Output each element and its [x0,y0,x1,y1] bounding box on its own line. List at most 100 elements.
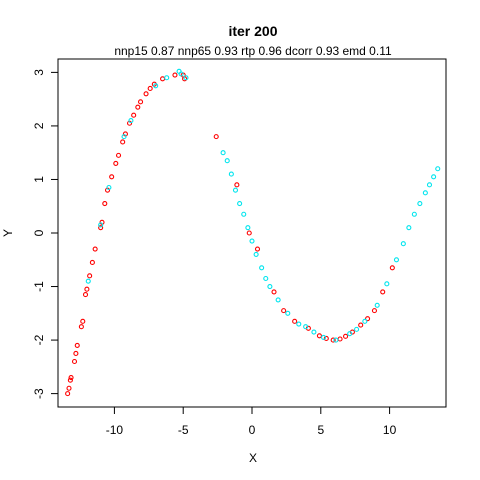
data-point [333,337,339,343]
x-axis: -10 -5 0 5 10 [106,406,397,437]
data-point [320,334,327,340]
data-point [246,230,252,236]
data-point [431,174,437,180]
data-point [172,72,178,78]
data-point [73,350,79,357]
data-point [98,225,104,231]
y-tick-label: -1 [32,281,46,292]
data-point [237,201,243,207]
data-point [253,251,259,257]
data-point [354,326,360,332]
data-point [271,289,277,295]
data-point [389,265,395,271]
data-point [143,91,149,97]
data-point [362,318,368,324]
data-point [292,318,298,324]
data-point [115,152,122,158]
data-point [337,336,343,342]
data-point [183,75,189,81]
data-point [411,211,417,217]
data-points [65,68,441,397]
data-point [249,238,255,244]
data-point [259,265,265,271]
data-point [178,71,184,77]
data-point [347,331,353,337]
data-point [374,302,380,308]
data-point [85,278,91,284]
data-point [371,308,378,314]
data-point [380,289,386,295]
data-point [121,134,127,140]
y-tick-label: -3 [32,388,46,399]
data-point [263,275,269,282]
data-point [109,174,115,180]
data-point [316,333,322,339]
data-point [66,385,72,391]
data-point [147,85,153,91]
x-tick-label: -5 [178,423,189,437]
data-point [74,342,80,348]
data-point [71,358,78,365]
data-point [224,158,230,164]
data-point [68,375,74,381]
x-tick-label: -10 [106,423,124,437]
y-tick-label: -2 [32,334,46,345]
data-point [113,160,119,166]
data-point [417,201,423,207]
data-point [285,310,291,316]
data-point [153,83,159,89]
data-point [358,322,364,328]
data-point [241,211,247,217]
data-point [67,377,73,383]
data-point [213,134,219,140]
data-point [92,246,98,252]
data-point [164,75,170,81]
y-tick-label: 1 [32,176,46,183]
data-point [384,281,390,287]
data-point [234,182,240,188]
data-point [267,283,273,290]
x-axis-label: X [249,451,257,465]
chart-subtitle: nnp15 0.87 nnp65 0.93 rtp 0.96 dcorr 0.9… [114,44,392,58]
data-point [245,225,251,231]
plot-frame [57,58,447,408]
data-point [82,292,89,298]
y-tick-label: 0 [32,229,46,236]
data-point [365,316,371,322]
y-tick-label: 3 [32,69,46,76]
data-point [426,182,433,188]
data-point [87,273,93,279]
data-point [84,286,90,292]
y-axis-label: Y [1,229,15,237]
data-point [275,297,281,303]
data-point [135,104,141,110]
data-point [343,333,349,339]
data-point [102,201,108,207]
data-point [228,171,234,177]
data-point [311,329,317,335]
chart-title: iter 200 [228,23,277,39]
data-point [303,324,309,330]
x-tick-label: 5 [317,423,324,437]
data-point [120,139,126,145]
data-point [393,257,400,263]
data-point [330,337,336,343]
x-tick-label: 0 [249,423,256,437]
data-point [89,259,95,265]
data-point [65,391,71,397]
data-point [80,318,86,324]
data-point [128,118,134,124]
data-point [131,112,137,118]
data-point [400,241,406,247]
data-point [296,321,302,327]
data-point [138,99,144,105]
data-point [220,150,226,156]
data-point [281,308,287,314]
y-tick-label: 2 [32,122,46,129]
data-point [435,166,441,172]
data-point [254,246,261,252]
data-point [160,76,166,82]
data-point [98,222,104,228]
data-point [78,324,84,330]
